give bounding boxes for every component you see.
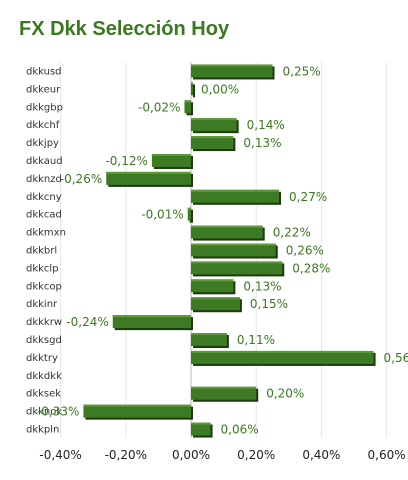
category-label: dkktry (26, 353, 58, 364)
bar-highlight (106, 171, 191, 174)
category-label: dkkeur (26, 84, 61, 95)
bar (191, 333, 227, 347)
value-label: 0,28% (292, 261, 330, 275)
value-label: 0,14% (247, 118, 285, 132)
bar (191, 136, 234, 150)
category-label: dkkjpy (26, 138, 59, 149)
category-label: dkkinr (26, 299, 58, 310)
value-label: 0,00% (201, 82, 239, 96)
bar (151, 153, 191, 167)
bar-highlight (191, 64, 273, 67)
chart-title: FX Dkk Selección Hoy (19, 18, 230, 40)
category-label: dkkaud (26, 156, 63, 167)
bar-highlight (112, 315, 191, 318)
bar-highlight (191, 279, 234, 282)
bar-highlight (191, 225, 263, 228)
bar-highlight (191, 333, 227, 336)
bar-shadow (193, 84, 195, 98)
value-label: 0,26% (286, 244, 324, 258)
bar-highlight (191, 350, 374, 353)
x-tick-label: -0,40% (39, 448, 81, 462)
value-label: 0,20% (266, 387, 304, 401)
value-label: 0,22% (273, 226, 311, 240)
category-label: dkkusd (26, 66, 62, 77)
x-tick-label: 0,60% (368, 448, 406, 462)
value-label: 0,15% (250, 297, 288, 311)
bar (191, 243, 276, 257)
category-labels: dkkusd dkkeur dkkgbp dkkchf dkkjpy dkkaud dkkn… (26, 66, 66, 435)
bar (191, 261, 283, 275)
value-label: -0,02% (138, 100, 180, 114)
value-label: 0,11% (237, 333, 275, 347)
bar (191, 350, 374, 364)
bar (191, 297, 240, 311)
value-label: 0,06% (221, 423, 259, 437)
bar (83, 404, 191, 418)
bar (106, 171, 191, 185)
category-label: dkkkrw (26, 317, 62, 328)
category-label: dkkclp (26, 263, 59, 274)
category-label: dkkdkk (26, 371, 62, 382)
bar-highlight (187, 207, 191, 210)
category-label: dkkcad (26, 210, 62, 221)
bar-highlight (191, 261, 283, 264)
bar-highlight (191, 189, 280, 192)
bar (191, 189, 280, 203)
value-label: -0,24% (66, 315, 108, 329)
bar (191, 225, 263, 239)
value-label: 0,13% (243, 136, 281, 150)
category-label: dkkchf (26, 120, 60, 131)
x-tick-label: 0,40% (302, 448, 340, 462)
bar (184, 100, 191, 114)
category-label: dkkgbp (26, 102, 63, 113)
bar (191, 64, 273, 78)
category-label: dkksek (26, 389, 61, 400)
x-tick-label: 0,20% (237, 448, 275, 462)
category-label: dkkmxn (26, 228, 66, 239)
value-labels: 0,25% 0,00% -0,02% 0,14% 0,13% -0,12%-0,26% 0,… (37, 64, 408, 436)
bar (191, 386, 257, 400)
bar (191, 82, 193, 96)
x-axis-tick-labels: -0,40% -0,20% 0,00% 0,20% 0,40% 0,60% (39, 448, 405, 462)
value-label: -0,26% (60, 172, 102, 186)
bar (112, 315, 191, 329)
bar-layer (83, 64, 376, 438)
value-label: 0,56% (384, 351, 408, 365)
value-label: -0,01% (141, 208, 183, 222)
bar-highlight (191, 297, 240, 300)
bar-highlight (151, 153, 191, 156)
category-label: dkknok (26, 407, 62, 418)
category-label: dkksgd (26, 335, 62, 346)
bar (191, 422, 211, 436)
bar-highlight (191, 82, 193, 85)
bar (191, 118, 237, 132)
category-label: dkkpln (26, 425, 59, 436)
value-label: -0,12% (105, 154, 147, 168)
x-tick-label: -0,20% (105, 448, 147, 462)
category-label: dkkcop (26, 281, 62, 292)
x-tick-label: 0,00% (172, 448, 210, 462)
value-label: 0,25% (283, 64, 321, 78)
value-label: 0,13% (243, 279, 281, 293)
bar-highlight (184, 100, 191, 103)
category-label: dkknzd (26, 174, 62, 185)
category-label: dkkcny (26, 192, 62, 203)
bar (187, 207, 191, 221)
bar-highlight (191, 243, 276, 246)
bar-highlight (191, 386, 257, 389)
bar-shadow (189, 209, 193, 223)
category-label: dkkbrl (26, 246, 57, 257)
bar-highlight (83, 404, 191, 407)
bar-highlight (191, 136, 234, 139)
bar-highlight (191, 118, 237, 121)
bar (191, 279, 234, 293)
value-label: -0,33% (37, 405, 79, 419)
bar-highlight (191, 422, 211, 425)
value-label: 0,27% (289, 190, 327, 204)
